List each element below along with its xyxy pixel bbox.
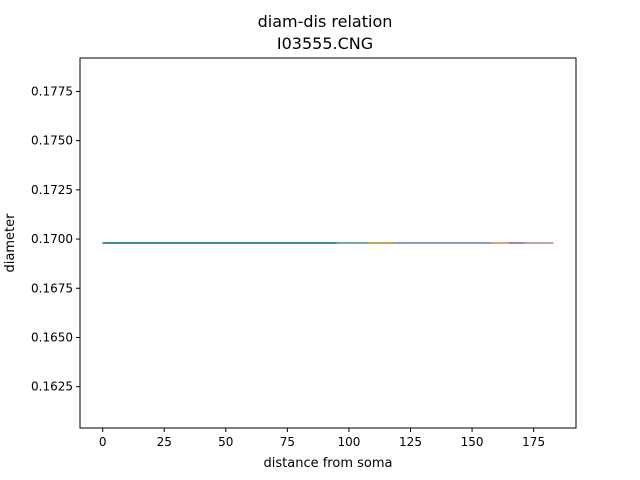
- x-tick-label-2: 50: [218, 435, 233, 449]
- x-tick-label-4: 100: [337, 435, 360, 449]
- plot-frame: [79, 57, 577, 429]
- x-tick-label-6: 150: [461, 435, 484, 449]
- x-tick-label-1: 25: [157, 435, 172, 449]
- y-axis-label: diameter: [3, 213, 18, 273]
- y-tick-label-3: 0.1700: [31, 232, 73, 246]
- x-axis-ticks: 0 25 50 75 100 125 150 175: [99, 428, 545, 449]
- chart-title: diam-dis relation: [258, 12, 393, 31]
- y-tick-label-6: 0.1775: [31, 84, 73, 98]
- x-tick-label-3: 75: [280, 435, 295, 449]
- y-tick-label-5: 0.1750: [31, 134, 73, 148]
- y-tick-label-1: 0.1650: [31, 330, 73, 344]
- y-tick-label-2: 0.1675: [31, 281, 73, 295]
- x-axis-label: distance from soma: [264, 456, 393, 471]
- y-tick-label-4: 0.1725: [31, 183, 73, 197]
- x-tick-label-5: 125: [399, 435, 422, 449]
- x-tick-label-7: 175: [522, 435, 545, 449]
- y-tick-label-0: 0.1625: [31, 380, 73, 394]
- x-tick-label-0: 0: [99, 435, 107, 449]
- y-axis-ticks: 0.1625 0.1650 0.1675 0.1700 0.1725 0.1750 0.17…: [31, 84, 80, 394]
- chart-subtitle: I03555.CNG: [277, 34, 373, 53]
